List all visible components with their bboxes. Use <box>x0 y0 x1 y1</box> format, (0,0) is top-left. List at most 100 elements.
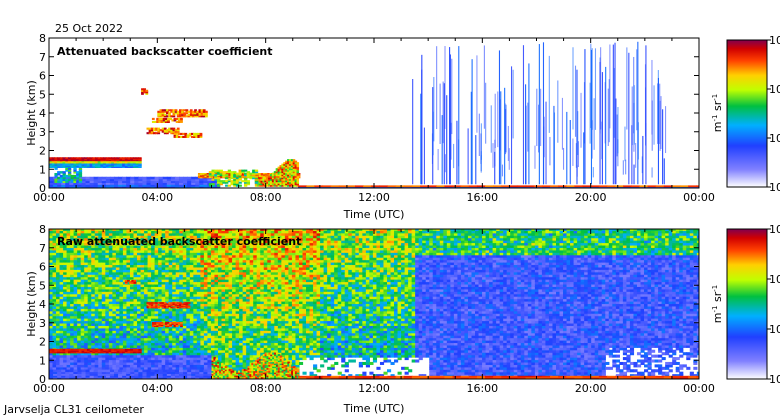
panel-1-axes: 00:00 04:00 08:00 12:00 16:00 20:00 00:0001234… <box>33 32 715 204</box>
panel-2-noise-cell <box>115 281 121 285</box>
panel-1-cloud-layer-cell <box>78 159 83 162</box>
panel-2-noise-cell <box>221 318 226 322</box>
panel-1-precip-streak <box>569 120 571 185</box>
panel-2-noise-cell <box>80 240 85 244</box>
panel-2-noise-cell <box>49 354 54 358</box>
panel-1-cloud-layer-cell <box>122 160 126 163</box>
panel-2-noise-cell <box>122 332 128 336</box>
panel-1-cloud-fragment-cell <box>238 181 242 184</box>
panel-1-boundary-layer-cell <box>126 184 131 187</box>
panel-1-cloud-layer-cell <box>122 161 126 164</box>
panel-2-noise-cell <box>49 305 54 309</box>
panel-2-noise-cell <box>218 310 223 314</box>
panel-1-elevated-layer-cell <box>177 120 181 123</box>
panel-1-thick-cloud-cell <box>275 183 279 186</box>
panel-2-noise-cell <box>172 276 177 280</box>
panel-1-cloud-fragment-cell <box>225 184 229 187</box>
panel-2-noise-cell <box>94 361 99 365</box>
panel-2-noise-cell <box>101 266 106 270</box>
panel-2-noise-cell <box>210 313 216 317</box>
panel-2-noise-cell <box>200 249 205 253</box>
panel-1-cloud-fragment-cell <box>211 183 215 186</box>
panel-1-thick-cloud-cell <box>271 175 275 178</box>
panel-2-noise-cell <box>98 301 103 305</box>
panel-2-noise-cell <box>91 286 96 290</box>
panel-2-noise-cell <box>193 301 198 305</box>
panel-2-noise-cell <box>80 308 85 312</box>
panel-1-thick-cloud-cell <box>260 177 264 180</box>
panel-2-noise-cell <box>63 354 68 358</box>
panel-2-noise-cell <box>186 296 191 300</box>
panel-2-noise-cell <box>165 232 170 236</box>
panel-2-noise-cell <box>126 269 131 273</box>
panel-1-thick-cloud-cell <box>273 184 277 187</box>
panel-2-noise-cell <box>80 335 85 339</box>
panel-2-noise-cell <box>137 259 142 263</box>
panel-2-noise-cell <box>122 259 128 263</box>
panel-2-noise-cell <box>175 308 180 312</box>
panel-2-noise-cell <box>210 337 216 341</box>
panel-1-low-cloud-cell <box>73 178 77 182</box>
panel-2-noise-cell <box>63 240 68 244</box>
panel-2-noise-cell <box>126 281 131 285</box>
panel-2-noise-cell <box>154 308 159 312</box>
panel-2-noise-cell <box>218 332 223 336</box>
panel-1-elevated-layer-cell <box>172 115 176 118</box>
panel-2-noise-cell <box>122 283 128 287</box>
panel-2-noise-cell <box>165 349 170 353</box>
panel-2-noise-cell <box>98 283 103 287</box>
panel-2-noise-cell <box>221 313 226 317</box>
panel-2-noise-cell <box>218 344 223 348</box>
panel-2-noise-cell <box>175 332 180 336</box>
panel-1-cloud-layer-cell <box>70 161 74 164</box>
panel-2-noise-cell <box>186 293 191 297</box>
panel-2-noise-cell <box>122 330 128 334</box>
panel-1-elevated-layer-cell <box>200 112 204 115</box>
panel-2-noise-cell <box>94 296 99 300</box>
panel-2-noise-cell <box>129 344 135 348</box>
panel-1-boundary-layer-cell <box>179 176 184 180</box>
panel-2-noise-cell <box>168 349 173 353</box>
panel-2-noise-cell <box>200 332 205 336</box>
panel-1-thick-cloud-cell <box>296 175 300 178</box>
panel-2-noise-cell <box>91 359 96 363</box>
panel-2-noise-cell <box>56 332 61 336</box>
panel-1-cloud-layer-cell <box>127 161 131 164</box>
panel-2-noise-cell <box>63 229 68 231</box>
panel-2-noise-cell <box>91 229 96 231</box>
panel-2-noise-cell <box>84 262 89 266</box>
panel-2-noise-cell <box>119 293 124 297</box>
panel-1-thick-cloud-cell <box>277 166 281 169</box>
panel-2-noise-cell <box>133 332 138 336</box>
panel-1-cloud-layer-cell <box>78 164 83 166</box>
panel-2-noise-cell <box>91 262 96 266</box>
panel-2-noise-cell <box>137 298 142 302</box>
panel-2-noise-cell <box>56 286 61 290</box>
panel-1-elevated-layer-cell <box>157 132 161 135</box>
panel-2-noise-cell <box>182 240 187 244</box>
panel-2-noise-cell <box>98 340 103 344</box>
panel-2-noise-cell <box>59 366 64 370</box>
panel-1-thick-cloud-cell <box>273 175 277 178</box>
panel-2-noise-cell <box>91 293 96 297</box>
panel-2-noise-cell <box>179 271 184 275</box>
panel-1-cloud-layer-cell <box>89 161 93 164</box>
panel-2-noise-cell <box>151 308 156 312</box>
panel-1-cloud-layer-cell <box>135 157 139 159</box>
panel-2-noise-cell <box>63 247 68 251</box>
panel-1-boundary-layer-cell <box>130 182 135 185</box>
panel-2-noise-cell <box>179 357 184 361</box>
panel-2-noise-cell <box>126 283 131 287</box>
panel-1-elevated-layer-cell <box>177 119 181 122</box>
panel-2-noise-cell <box>49 310 54 314</box>
panel-2-noise-cell <box>119 344 124 348</box>
panel-2-noise-cell <box>214 344 219 348</box>
panel-2-noise-cell <box>203 286 209 290</box>
panel-2-noise-cell <box>56 281 61 285</box>
panel-2-noise-cell <box>207 244 212 248</box>
panel-2-noise-cell <box>73 327 78 331</box>
panel-2-noise-cell <box>77 293 82 297</box>
panel-1-cloud-fragment-cell <box>238 177 242 180</box>
panel-2-noise-cell <box>193 342 198 346</box>
panel-1-thick-cloud-cell <box>287 177 290 180</box>
